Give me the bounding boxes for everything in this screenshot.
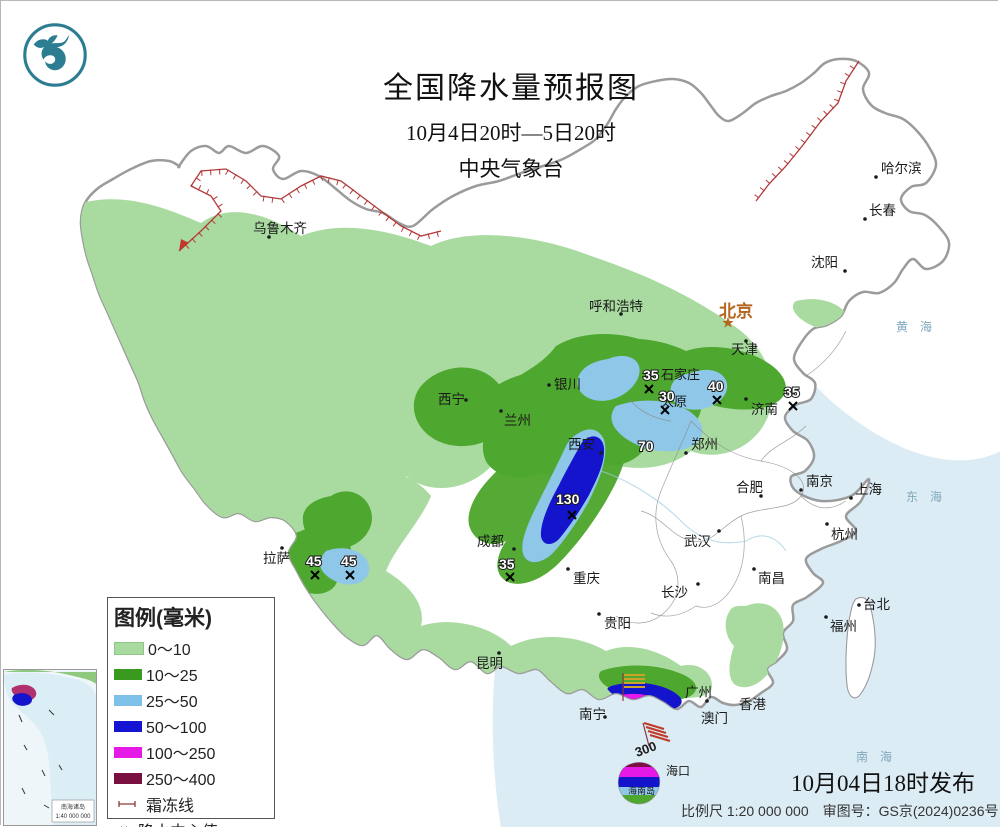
svg-text:黄 海: 黄 海 (896, 319, 932, 334)
svg-text:南 海: 南 海 (856, 749, 892, 764)
svg-text:南海诸岛: 南海诸岛 (61, 803, 85, 811)
svg-text:1:40 000 000: 1:40 000 000 (55, 814, 91, 820)
svg-text:东 海: 东 海 (906, 489, 942, 504)
